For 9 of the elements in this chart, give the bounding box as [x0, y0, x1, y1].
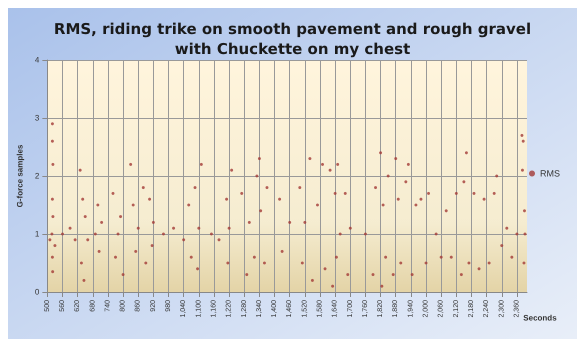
y-tick-label: 4 — [34, 56, 40, 64]
y-tick-label: 0 — [34, 288, 40, 296]
y-tick-label: 3 — [34, 114, 40, 122]
x-axis-title: Seconds — [523, 314, 558, 322]
y-tick-label: 1 — [34, 230, 40, 238]
legend-label: RMS — [540, 168, 560, 178]
y-tick-label: 2 — [34, 172, 40, 180]
chart-title: RMS, riding trike on smooth pavement and rough gravel with Chuckette on my chest — [54, 20, 532, 58]
y-axis-title: G-force samples — [16, 144, 24, 208]
